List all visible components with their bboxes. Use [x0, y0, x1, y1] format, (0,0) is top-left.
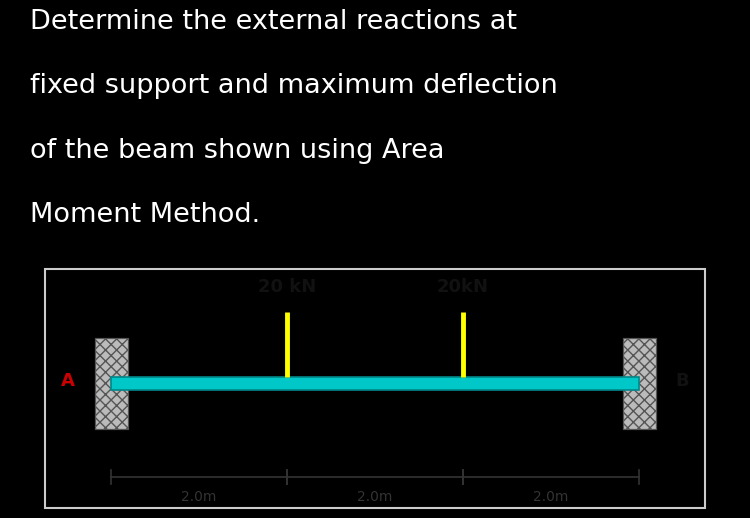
Bar: [94, 338, 128, 429]
Text: Determine the external reactions at: Determine the external reactions at: [30, 9, 517, 35]
Bar: [622, 338, 656, 429]
Text: B: B: [675, 372, 688, 391]
Text: 2.0m: 2.0m: [182, 490, 217, 504]
Text: 20 kN: 20 kN: [258, 278, 316, 296]
Text: 20kN: 20kN: [437, 278, 489, 296]
Text: A: A: [62, 372, 75, 391]
Bar: [622, 338, 656, 429]
Text: fixed support and maximum deflection: fixed support and maximum deflection: [30, 73, 558, 99]
Text: Moment Method.: Moment Method.: [30, 203, 260, 228]
Text: 2.0m: 2.0m: [533, 490, 568, 504]
Text: of the beam shown using Area: of the beam shown using Area: [30, 138, 445, 164]
Bar: [94, 338, 128, 429]
Text: 2.0m: 2.0m: [357, 490, 393, 504]
Bar: [111, 377, 639, 390]
